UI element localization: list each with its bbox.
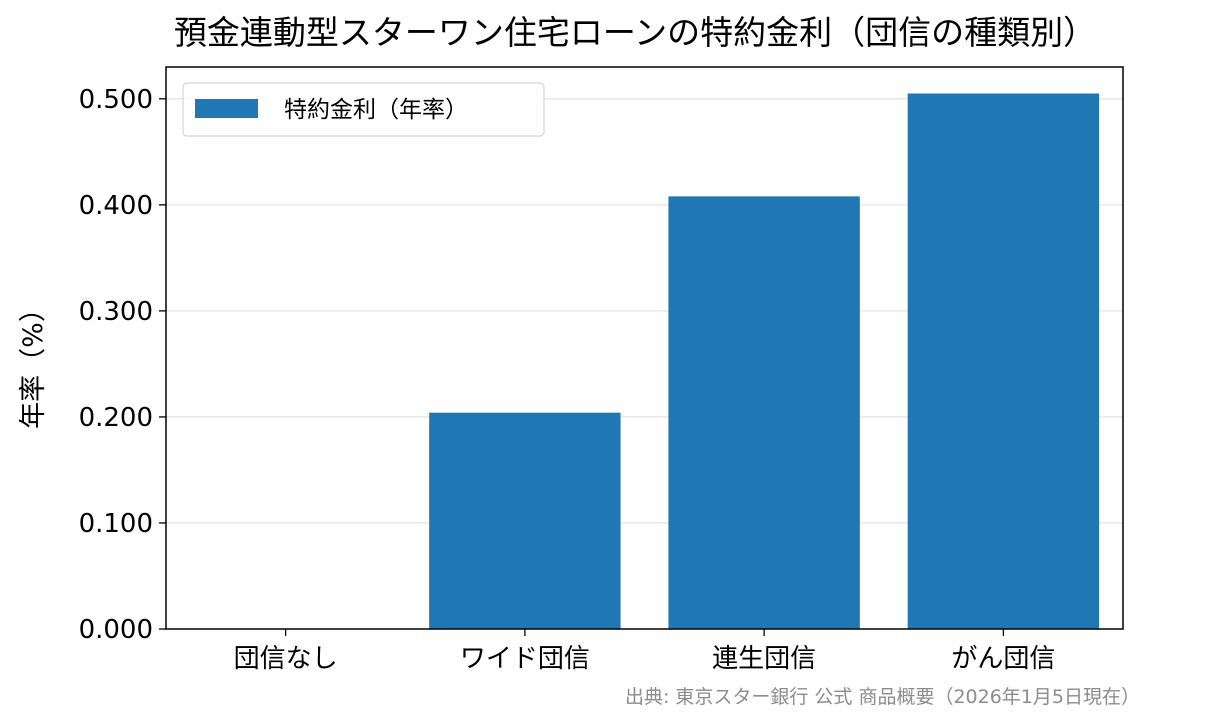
legend: 特約金利（年率） xyxy=(182,82,545,137)
y-tick-label: 0.400 xyxy=(79,191,153,221)
bar xyxy=(668,196,860,630)
y-tick-label: 0.500 xyxy=(79,85,153,115)
y-tick-label: 0.000 xyxy=(79,615,153,645)
chart-title: 預金連動型スターワン住宅ローンの特約金利（団信の種類別） xyxy=(174,13,1096,52)
legend-swatch xyxy=(195,99,258,118)
bar xyxy=(429,412,621,629)
legend-label: 特約金利（年率） xyxy=(284,97,468,123)
axis-ticks: 0.000 0.100 0.200 0.300 0.400 0.500 団信なし ワイド団信 連… xyxy=(79,85,1056,674)
bars xyxy=(429,93,1100,630)
plot-frame xyxy=(165,66,1124,630)
y-tick-label: 0.300 xyxy=(79,297,153,327)
legend-frame xyxy=(182,82,545,137)
x-tick-label: 団信なし xyxy=(234,644,338,674)
x-tick-label: 連生団信 xyxy=(712,644,816,674)
y-tick-label: 0.200 xyxy=(79,403,153,433)
source-note: 出典: 東京スター銀行 公式 商品概要（2026年1月5日現在） xyxy=(625,686,1140,708)
x-tick-label: ワイド団信 xyxy=(460,644,590,674)
y-axis-label: 年率（%） xyxy=(18,295,49,429)
y-tick-label: 0.100 xyxy=(79,509,153,539)
bar xyxy=(907,93,1100,629)
x-tick-label: がん団信 xyxy=(951,644,1055,674)
